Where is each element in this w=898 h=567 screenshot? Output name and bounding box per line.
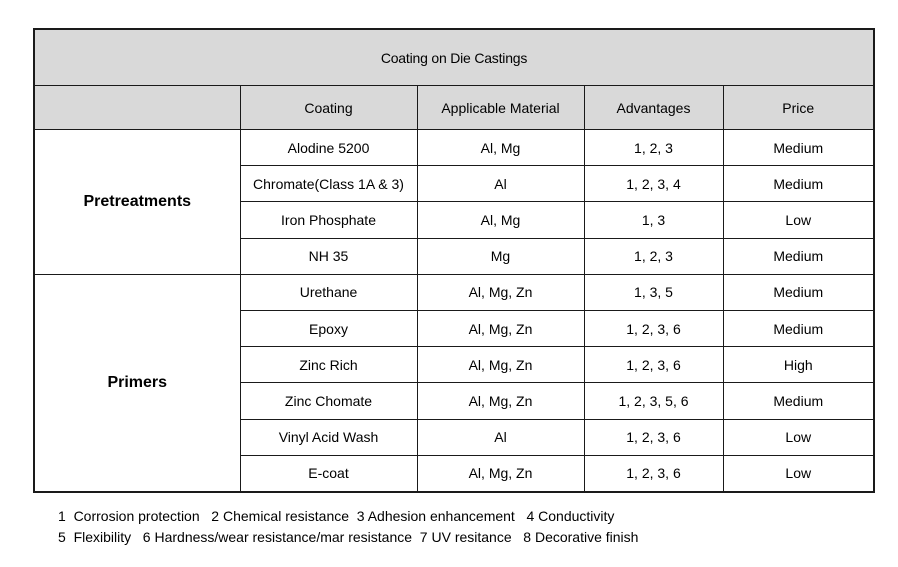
cell-advantages: 1, 3 <box>583 201 724 239</box>
cell-price: Medium <box>722 382 875 420</box>
table-row: Epoxy Al, Mg, Zn 1, 2, 3, 6 Medium <box>34 309 875 348</box>
cell-coating: Urethane <box>239 273 418 311</box>
cell-material: Al, Mg, Zn <box>416 382 585 420</box>
table-row: E-coat Al, Mg, Zn 1, 2, 3, 6 Low <box>34 454 875 493</box>
cell-coating: Iron Phosphate <box>239 201 418 239</box>
cell-price: Medium <box>722 165 875 203</box>
table-row: Chromate(Class 1A & 3) Al 1, 2, 3, 4 Med… <box>34 165 875 203</box>
cell-material: Al, Mg, Zn <box>416 454 585 493</box>
cell-coating: Chromate(Class 1A & 3) <box>239 165 418 203</box>
cell-advantages: 1, 2, 3, 6 <box>583 346 724 384</box>
cell-advantages: 1, 2, 3 <box>583 237 724 275</box>
group-label-pretreatments: Pretreatments <box>33 129 241 275</box>
cell-advantages: 1, 2, 3 <box>583 128 724 167</box>
table-row: Pretreatments Alodine 5200 Al, Mg 1, 2, … <box>33 128 875 275</box>
cell-price: Low <box>722 454 875 493</box>
cell-material: Al, Mg, Zn <box>416 273 585 311</box>
cell-coating: Zinc Rich <box>239 346 418 384</box>
cell-price: Medium <box>722 237 875 275</box>
cell-material: Al, Mg, Zn <box>416 309 585 348</box>
legend-line-2: 5 Flexibility 6 Hardness/wear resistance… <box>58 529 639 545</box>
column-header-advantages: Advantages <box>583 85 724 130</box>
cell-advantages: 1, 3, 5 <box>583 273 724 311</box>
cell-coating: Epoxy <box>239 309 418 348</box>
cell-material: Al <box>416 418 585 456</box>
cell-material: Al, Mg, Zn <box>416 346 585 384</box>
column-header-row: Coating Applicable Material Advantages P… <box>33 85 875 130</box>
cell-advantages: 1, 2, 3, 4 <box>583 165 724 203</box>
cell-price: Medium <box>722 273 875 311</box>
cell-price: High <box>722 346 875 384</box>
cell-coating: NH 35 <box>239 237 418 275</box>
cell-coating: E-coat <box>239 454 418 493</box>
column-header-group <box>33 85 241 130</box>
cell-advantages: 1, 2, 3, 6 <box>583 309 724 348</box>
cell-price: Medium <box>722 309 875 348</box>
cell-price: Low <box>722 418 875 456</box>
table-row: Vinyl Acid Wash Al 1, 2, 3, 6 Low <box>34 418 875 456</box>
coatings-table: Coating on Die Castings Coating Applicab… <box>33 28 876 493</box>
cell-coating: Alodine 5200 <box>239 128 418 167</box>
legend-line-1: 1 Corrosion protection 2 Chemical resist… <box>58 508 615 524</box>
cell-advantages: 1, 2, 3, 5, 6 <box>583 382 724 420</box>
cell-material: Al, Mg <box>416 128 585 167</box>
cell-material: Al <box>416 165 585 203</box>
cell-price: Low <box>722 201 875 239</box>
table-row: Zinc Rich Al, Mg, Zn 1, 2, 3, 6 High <box>34 346 875 384</box>
group-label-primers: Primers <box>33 273 241 493</box>
cell-price: Medium <box>722 128 875 167</box>
cell-coating: Zinc Chomate <box>239 382 418 420</box>
table-row: Iron Phosphate Al, Mg 1, 3 Low <box>34 201 875 239</box>
column-header-price: Price <box>722 85 875 130</box>
cell-material: Mg <box>416 237 585 275</box>
table-title: Coating on Die Castings <box>33 28 875 86</box>
table-row: Zinc Chomate Al, Mg, Zn 1, 2, 3, 5, 6 Me… <box>34 382 875 420</box>
cell-advantages: 1, 2, 3, 6 <box>583 454 724 493</box>
table-row: Primers Urethane Al, Mg, Zn 1, 3, 5 Medi… <box>33 273 875 493</box>
table-row: NH 35 Mg 1, 2, 3 Medium <box>34 237 875 275</box>
cell-advantages: 1, 2, 3, 6 <box>583 418 724 456</box>
cell-coating: Vinyl Acid Wash <box>239 418 418 456</box>
cell-material: Al, Mg <box>416 201 585 239</box>
column-header-coating: Coating <box>239 85 418 130</box>
column-header-material: Applicable Material <box>416 85 585 130</box>
